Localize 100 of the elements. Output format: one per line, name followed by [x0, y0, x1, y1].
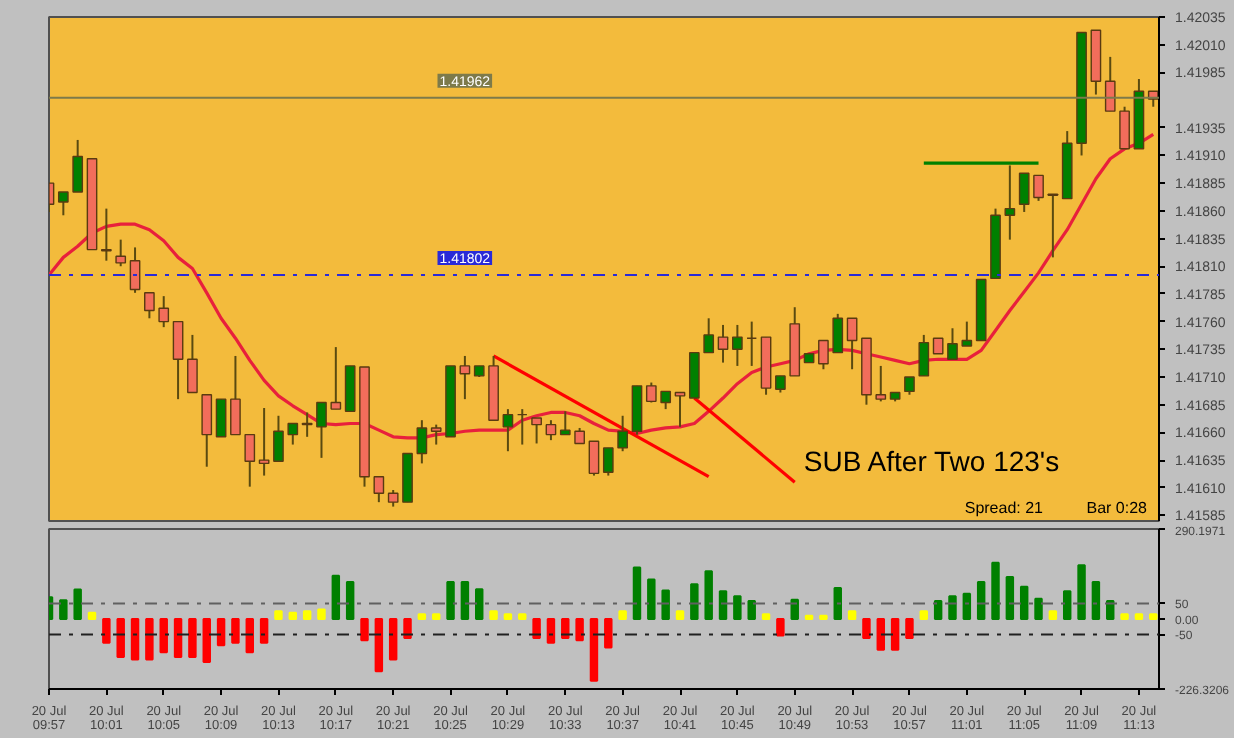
bar — [374, 617, 384, 673]
bar — [1077, 564, 1086, 620]
candlestick — [516, 408, 528, 446]
bar — [417, 613, 427, 620]
bar — [776, 617, 785, 637]
bar — [503, 613, 513, 620]
candlestick — [215, 398, 227, 438]
candlestick — [230, 354, 241, 436]
bar — [460, 581, 470, 620]
bar — [446, 581, 455, 620]
bar — [1062, 590, 1072, 620]
candlestick — [244, 433, 256, 488]
candlestick — [115, 238, 127, 268]
candlestick — [172, 320, 184, 401]
bar — [532, 617, 541, 640]
bar — [231, 617, 240, 644]
candlestick — [502, 408, 514, 453]
bar — [116, 617, 125, 658]
bar — [245, 617, 254, 654]
bar — [933, 599, 943, 620]
bar — [647, 578, 656, 620]
bar — [331, 574, 341, 620]
bar — [962, 592, 972, 620]
bar — [188, 617, 197, 658]
bar — [403, 617, 412, 640]
bar — [876, 617, 886, 651]
bar — [59, 599, 68, 620]
bar — [604, 617, 613, 649]
candlestick — [1104, 55, 1116, 113]
bar — [288, 611, 298, 620]
bar — [145, 617, 154, 661]
bar — [733, 595, 742, 620]
candlestick — [588, 440, 600, 477]
bar — [1034, 597, 1043, 620]
bar — [847, 610, 857, 620]
bar — [948, 595, 957, 620]
bar — [675, 610, 685, 620]
bar — [1005, 576, 1015, 620]
candlestick — [602, 446, 614, 477]
bar — [1134, 613, 1144, 620]
candlestick — [373, 475, 385, 504]
bar — [632, 566, 642, 620]
candlestick — [258, 407, 270, 477]
candlestick — [746, 320, 758, 367]
bar — [1120, 613, 1129, 620]
bar — [259, 617, 269, 644]
bar — [202, 617, 211, 663]
bar — [1091, 581, 1101, 620]
candlestick — [617, 414, 628, 453]
bar — [718, 590, 728, 620]
bar — [216, 617, 226, 647]
candlestick — [459, 354, 471, 401]
bar — [618, 610, 627, 620]
bar — [704, 570, 713, 620]
bar — [475, 588, 484, 620]
bar — [345, 581, 355, 620]
bar — [976, 581, 986, 620]
bar — [1019, 585, 1029, 620]
bar — [489, 610, 498, 620]
candlestick — [545, 419, 557, 442]
bar — [991, 561, 1000, 620]
candlestick — [129, 246, 141, 294]
candlestick — [918, 333, 930, 377]
bar — [561, 617, 570, 640]
bar — [274, 610, 283, 620]
bar — [575, 617, 584, 642]
candlestick — [875, 364, 887, 403]
bar — [431, 613, 441, 620]
candlestick — [201, 393, 213, 468]
bar — [1048, 610, 1058, 620]
bar — [130, 617, 140, 661]
bar — [73, 588, 82, 620]
bar — [1149, 613, 1158, 620]
bar — [919, 610, 929, 620]
bar — [388, 617, 398, 661]
candlestick — [1119, 105, 1130, 150]
candlestick — [416, 419, 428, 465]
candlestick — [57, 191, 69, 217]
candlestick — [674, 391, 686, 428]
bar — [302, 610, 312, 620]
bar — [317, 608, 326, 620]
bar — [159, 617, 168, 654]
bar — [862, 617, 871, 640]
candlestick — [717, 323, 729, 364]
bar — [518, 613, 527, 620]
annotation: SUB After Two 123's — [803, 445, 1060, 477]
bar — [173, 617, 183, 658]
annotation: Spread: 21 — [964, 499, 1045, 517]
candlestick — [72, 138, 84, 194]
bar — [690, 583, 699, 620]
annotation: Bar 0:28 — [1086, 499, 1149, 517]
bar — [905, 617, 914, 640]
bar — [761, 613, 771, 620]
bar — [87, 611, 97, 620]
bar — [747, 599, 756, 620]
bar — [661, 589, 670, 620]
bar — [890, 617, 900, 651]
bar — [102, 617, 111, 644]
bar — [833, 586, 842, 620]
candlestick — [732, 323, 743, 367]
